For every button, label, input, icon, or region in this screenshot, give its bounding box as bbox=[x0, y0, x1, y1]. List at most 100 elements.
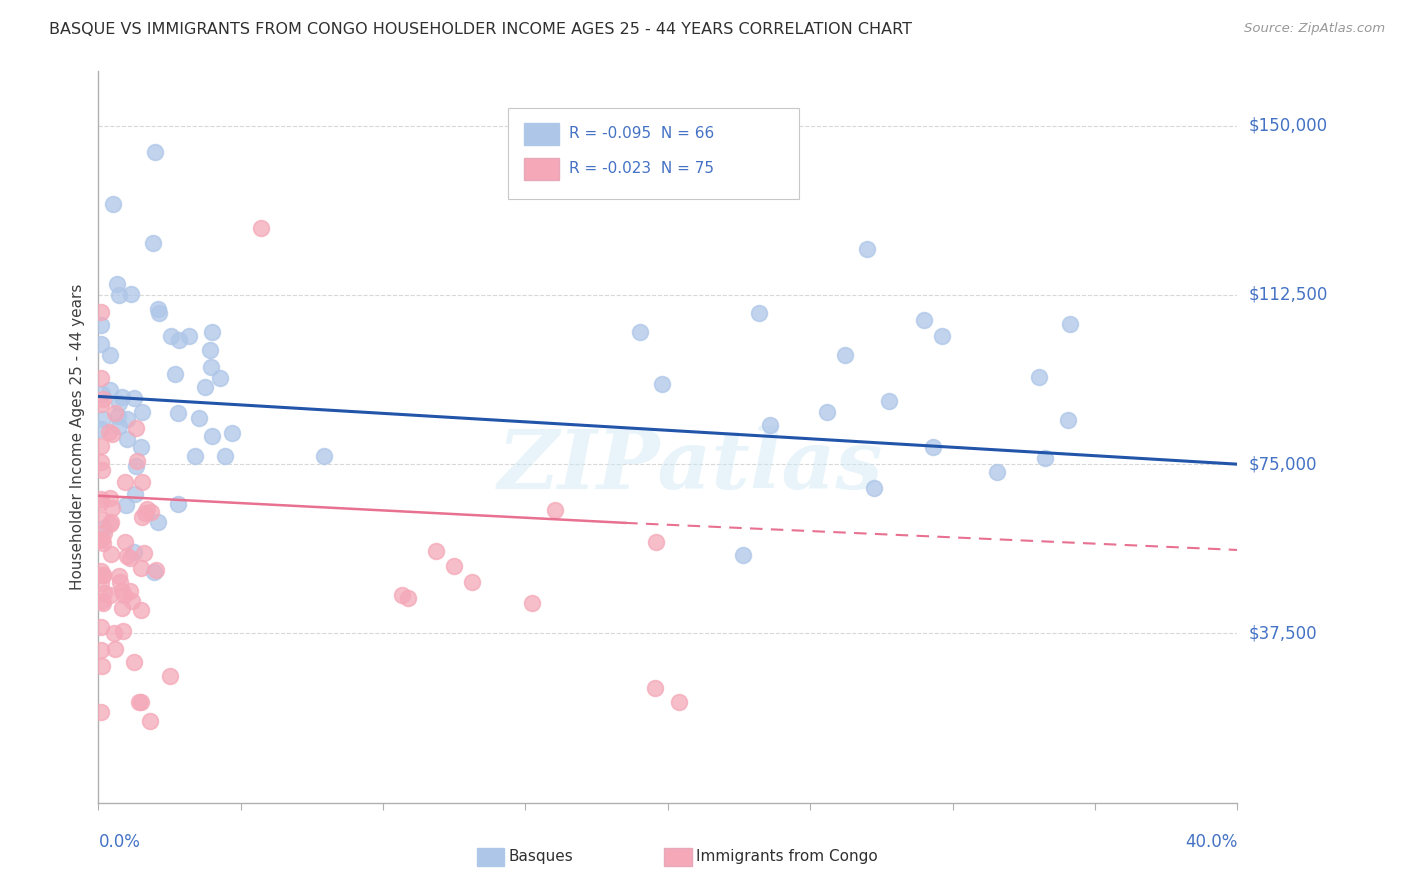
Point bbox=[834, 348, 856, 362]
Point bbox=[124, 486, 146, 500]
Point bbox=[134, 506, 156, 520]
Point bbox=[194, 380, 217, 394]
Point bbox=[1057, 413, 1080, 427]
Point bbox=[148, 306, 170, 320]
Point bbox=[100, 515, 122, 529]
Point bbox=[128, 695, 150, 709]
Text: ZIPatlas: ZIPatlas bbox=[498, 426, 883, 507]
Point bbox=[184, 449, 207, 463]
Text: R = -0.023  N = 75: R = -0.023 N = 75 bbox=[569, 161, 714, 176]
Text: 40.0%: 40.0% bbox=[1185, 833, 1237, 851]
Point bbox=[314, 449, 336, 463]
Point bbox=[111, 390, 134, 404]
Point bbox=[91, 568, 114, 582]
Point bbox=[148, 301, 170, 316]
Point bbox=[91, 392, 114, 406]
Point bbox=[815, 405, 838, 419]
Text: 0.0%: 0.0% bbox=[98, 833, 141, 851]
Point bbox=[108, 288, 131, 302]
Point bbox=[544, 502, 567, 516]
FancyBboxPatch shape bbox=[477, 848, 503, 866]
Point bbox=[145, 563, 167, 577]
Point bbox=[863, 481, 886, 495]
Point bbox=[131, 510, 153, 524]
Point bbox=[90, 512, 112, 526]
Point bbox=[1033, 450, 1056, 465]
Point bbox=[396, 591, 419, 606]
Point bbox=[124, 656, 146, 670]
FancyBboxPatch shape bbox=[509, 108, 799, 200]
Point bbox=[122, 391, 145, 405]
Point bbox=[108, 569, 131, 583]
Text: R = -0.095  N = 66: R = -0.095 N = 66 bbox=[569, 126, 714, 141]
Point bbox=[93, 521, 115, 535]
Point bbox=[124, 544, 146, 558]
Text: Immigrants from Congo: Immigrants from Congo bbox=[696, 848, 879, 863]
FancyBboxPatch shape bbox=[524, 123, 558, 145]
Point bbox=[115, 549, 138, 564]
Point bbox=[90, 318, 112, 332]
Point bbox=[200, 360, 222, 375]
Point bbox=[98, 516, 121, 531]
Point bbox=[198, 343, 221, 357]
Point bbox=[90, 620, 112, 634]
Point bbox=[129, 440, 152, 454]
Point bbox=[98, 383, 121, 397]
Point bbox=[107, 277, 129, 291]
Point bbox=[651, 377, 673, 392]
Point bbox=[107, 409, 129, 424]
Point bbox=[169, 333, 191, 347]
Point bbox=[112, 588, 135, 602]
Point bbox=[91, 659, 114, 673]
Point bbox=[179, 328, 201, 343]
Point bbox=[104, 406, 127, 420]
Point bbox=[931, 328, 953, 343]
Point bbox=[166, 406, 188, 420]
Point bbox=[108, 396, 131, 410]
Point bbox=[1059, 317, 1081, 331]
Point bbox=[90, 564, 112, 578]
Point bbox=[138, 714, 160, 728]
Text: $150,000: $150,000 bbox=[1249, 117, 1327, 135]
Point bbox=[100, 547, 122, 561]
Point bbox=[90, 455, 112, 469]
Point bbox=[425, 544, 447, 558]
Point bbox=[111, 583, 134, 598]
Point bbox=[108, 418, 131, 433]
Point bbox=[129, 561, 152, 575]
Point bbox=[93, 586, 115, 600]
Point bbox=[90, 337, 112, 351]
Point bbox=[167, 497, 190, 511]
Text: $112,500: $112,500 bbox=[1249, 285, 1327, 304]
Point bbox=[461, 574, 484, 589]
Point bbox=[115, 498, 138, 512]
Point bbox=[121, 286, 143, 301]
Point bbox=[159, 669, 181, 683]
FancyBboxPatch shape bbox=[524, 159, 558, 180]
Point bbox=[91, 596, 114, 610]
Point bbox=[114, 535, 136, 549]
Point bbox=[249, 221, 271, 235]
Point bbox=[98, 588, 121, 602]
Point bbox=[90, 532, 112, 546]
Point bbox=[165, 368, 187, 382]
Point bbox=[120, 550, 142, 565]
Point bbox=[733, 548, 755, 562]
Point bbox=[912, 312, 935, 326]
Point bbox=[90, 594, 112, 608]
Point bbox=[668, 695, 690, 709]
Point bbox=[877, 393, 900, 408]
Point bbox=[443, 559, 465, 574]
Point bbox=[91, 411, 114, 425]
Point bbox=[90, 492, 112, 507]
Point bbox=[120, 584, 142, 599]
Point bbox=[922, 440, 945, 454]
Point bbox=[93, 535, 115, 549]
Point bbox=[90, 705, 112, 719]
Point bbox=[856, 242, 879, 256]
Point bbox=[114, 475, 136, 490]
Point bbox=[201, 325, 224, 339]
Point bbox=[90, 371, 112, 385]
Point bbox=[98, 491, 121, 505]
Point bbox=[522, 596, 544, 610]
